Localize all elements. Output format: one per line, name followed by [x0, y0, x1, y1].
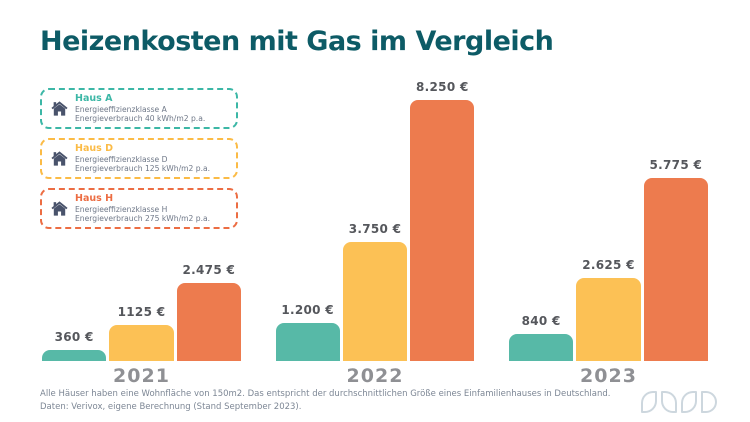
bar-value-label: 360 €	[55, 330, 94, 344]
bar-2022-haus-a	[276, 323, 340, 361]
bar-value-label: 2.625 €	[582, 258, 635, 272]
bar-slot: 8.250 €	[410, 100, 474, 361]
logo-glyph	[701, 391, 717, 413]
bar-group-2023: 840 € 2.625 € 5.775 € 2023	[509, 100, 708, 390]
bar-group-2022: 1.200 € 3.750 € 8.250 € 2022	[276, 100, 475, 390]
bar-slot: 1.200 €	[276, 100, 340, 361]
year-label: 2023	[509, 365, 708, 387]
infographic-canvas: Heizenkosten mit Gas im Vergleich Haus A…	[0, 0, 750, 422]
bar-slot: 5.775 €	[644, 100, 708, 361]
bar-value-label: 3.750 €	[349, 222, 402, 236]
bar-value-label: 8.250 €	[416, 80, 469, 94]
bars-row: 840 € 2.625 € 5.775 €	[509, 100, 708, 361]
bar-value-label: 5.775 €	[650, 158, 703, 172]
bar-2022-haus-d	[343, 242, 407, 361]
bar-slot: 360 €	[42, 100, 106, 361]
bars-row: 360 € 1125 € 2.475 €	[42, 100, 241, 361]
bars-row: 1.200 € 3.750 € 8.250 €	[276, 100, 475, 361]
bar-2023-haus-h	[644, 178, 708, 361]
year-label: 2022	[276, 365, 475, 387]
bar-value-label: 1.200 €	[281, 303, 334, 317]
bar-2021-haus-a	[42, 350, 106, 361]
bar-group-2021: 360 € 1125 € 2.475 € 2021	[42, 100, 241, 390]
year-label: 2021	[42, 365, 241, 387]
footer-line-2: Daten: Verivox, eigene Berechnung (Stand…	[40, 401, 610, 414]
bar-2022-haus-h	[410, 100, 474, 361]
logo-glyph	[661, 391, 677, 413]
bar-2021-haus-h	[177, 283, 241, 361]
bar-value-label: 1125 €	[118, 305, 166, 319]
logo-glyph	[641, 391, 657, 413]
page-title: Heizenkosten mit Gas im Vergleich	[40, 26, 553, 57]
bar-value-label: 2.475 €	[183, 263, 236, 277]
bar-chart: 360 € 1125 € 2.475 € 2021 1.200 € 3.750 € 8.25…	[42, 100, 708, 390]
bar-2021-haus-d	[109, 325, 173, 361]
bar-value-label: 840 €	[522, 314, 561, 328]
bar-slot: 2.475 €	[177, 100, 241, 361]
brand-logo	[641, 391, 717, 413]
bar-slot: 1125 €	[109, 100, 173, 361]
bar-2023-haus-d	[576, 278, 640, 361]
bar-2023-haus-a	[509, 334, 573, 361]
bar-slot: 2.625 €	[576, 100, 640, 361]
bar-slot: 3.750 €	[343, 100, 407, 361]
footer-line-1: Alle Häuser haben eine Wohnfläche von 15…	[40, 388, 610, 401]
footer-note: Alle Häuser haben eine Wohnfläche von 15…	[40, 388, 610, 414]
bar-slot: 840 €	[509, 100, 573, 361]
logo-glyph	[681, 391, 697, 413]
